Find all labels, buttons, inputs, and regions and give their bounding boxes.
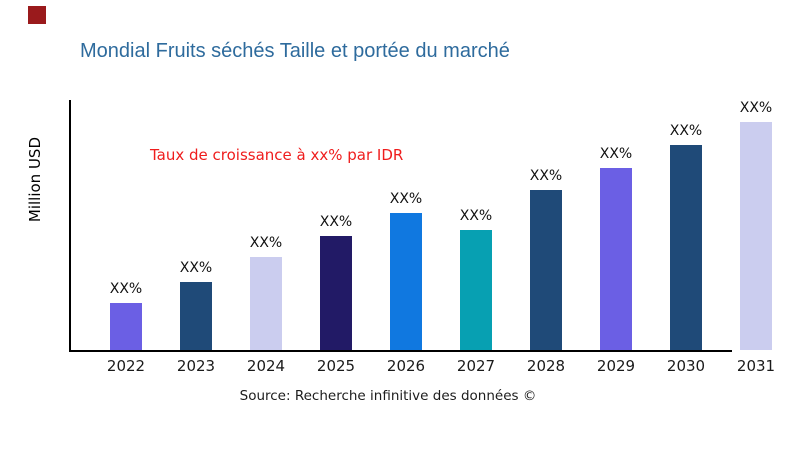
- bar-2022: [110, 303, 142, 350]
- x-axis-line: [69, 350, 732, 352]
- bar-value-label-2028: XX%: [529, 168, 563, 184]
- y-axis-label-box: Million USD: [24, 100, 46, 260]
- bar-2029: [600, 168, 632, 350]
- bar-value-label-2027: XX%: [459, 208, 493, 224]
- bar-value-label-2022: XX%: [109, 281, 143, 297]
- bar-value-label-2023: XX%: [179, 260, 213, 276]
- bar-2030: [670, 145, 702, 350]
- bar-value-label-2029: XX%: [599, 146, 633, 162]
- x-tick-label-2031: 2031: [736, 357, 776, 375]
- bar-value-label-2030: XX%: [669, 123, 703, 139]
- x-tick-label-2028: 2028: [526, 357, 566, 375]
- bar-2023: [180, 282, 212, 350]
- x-tick-label-2029: 2029: [596, 357, 636, 375]
- y-axis-line: [69, 100, 71, 352]
- x-tick-label-2023: 2023: [176, 357, 216, 375]
- x-tick-label-2026: 2026: [386, 357, 426, 375]
- x-tick-label-2024: 2024: [246, 357, 286, 375]
- y-axis-label: Million USD: [26, 137, 44, 223]
- x-tick-label-2022: 2022: [106, 357, 146, 375]
- bar-value-label-2024: XX%: [249, 235, 283, 251]
- bar-2025: [320, 236, 352, 350]
- source-note: Source: Recherche infinitive des données…: [239, 388, 537, 404]
- growth-rate-annotation: Taux de croissance à xx% par IDR: [150, 146, 404, 164]
- bar-value-label-2026: XX%: [389, 191, 423, 207]
- x-tick-label-2027: 2027: [456, 357, 496, 375]
- bar-2026: [390, 213, 422, 350]
- bar-2028: [530, 190, 562, 350]
- chart-title: Mondial Fruits séchés Taille et portée d…: [80, 40, 510, 62]
- bar-2027: [460, 230, 492, 350]
- x-tick-label-2030: 2030: [666, 357, 706, 375]
- bar-2024: [250, 257, 282, 350]
- brand-mark: [28, 6, 46, 24]
- bar-value-label-2031: XX%: [739, 100, 773, 116]
- x-tick-label-2025: 2025: [316, 357, 356, 375]
- bar-2031: [740, 122, 772, 350]
- bar-value-label-2025: XX%: [319, 214, 353, 230]
